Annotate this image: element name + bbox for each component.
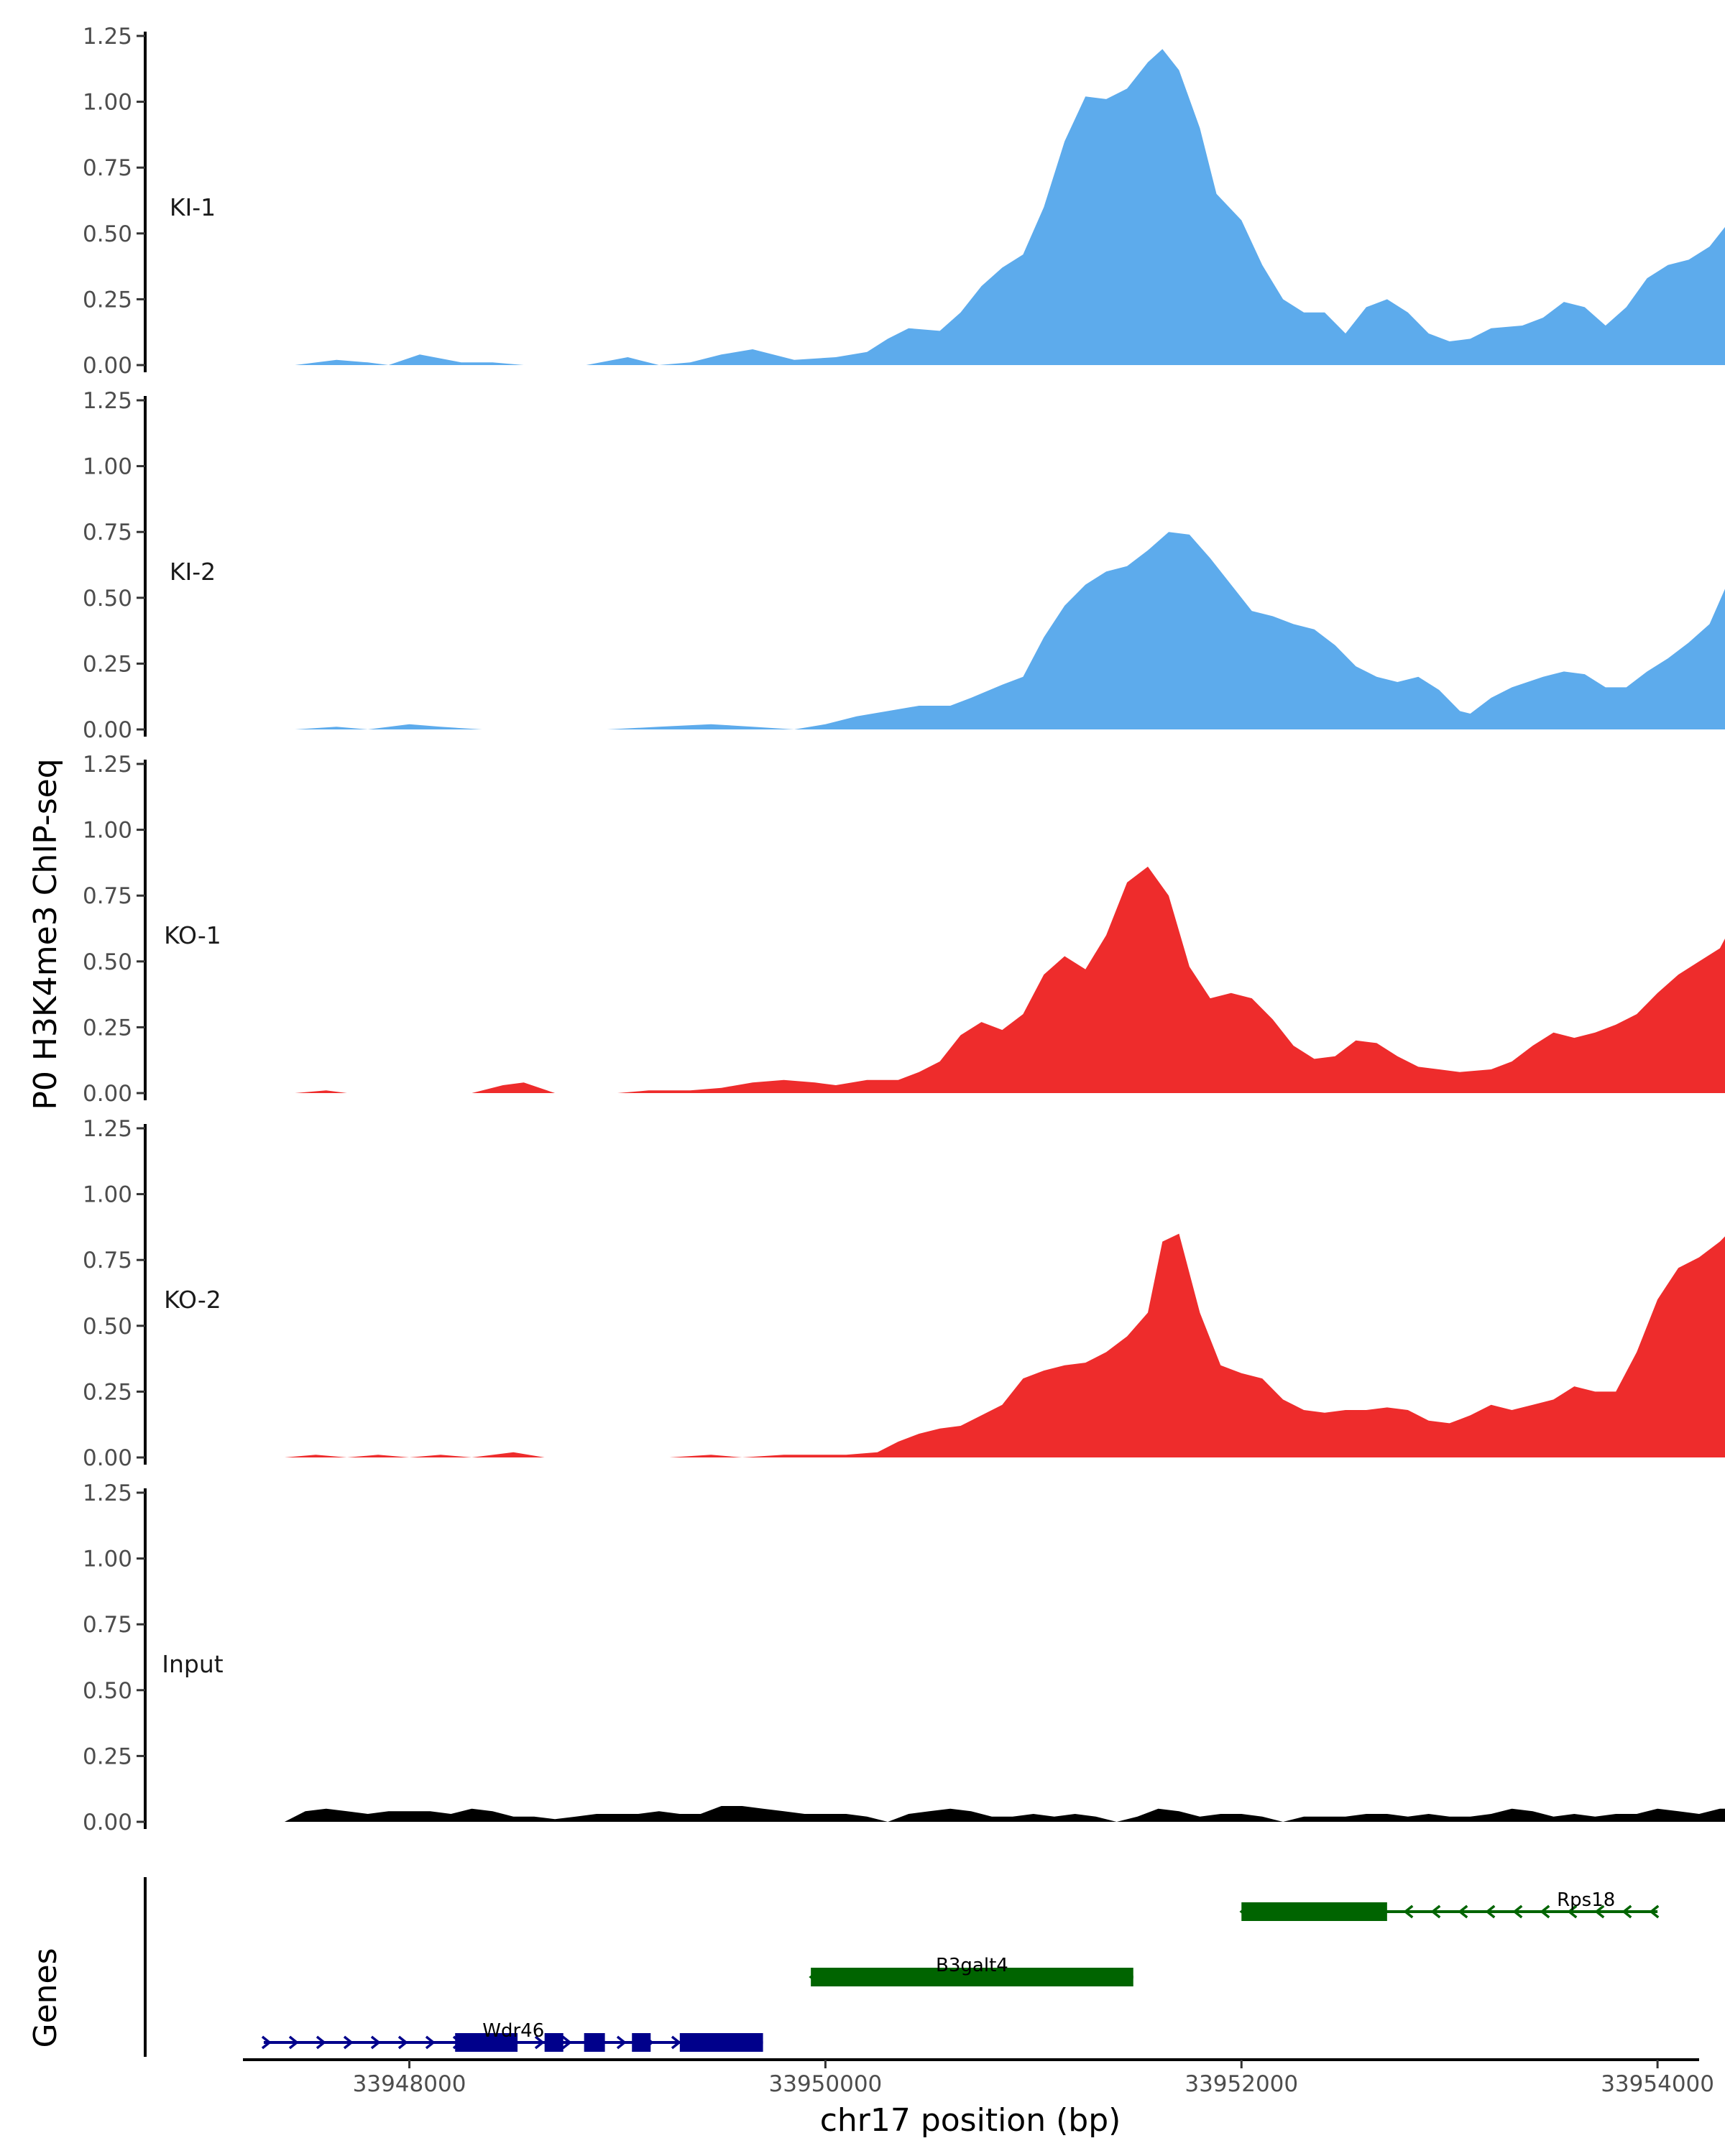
strand-arrow	[1622, 1904, 1632, 1919]
y-tick-label: 0.50	[83, 1314, 132, 1340]
gene-track: Rps18 B3galt4 Wdr46	[144, 1877, 1660, 2057]
exon-block	[811, 1968, 1133, 1986]
y-tick-label: 1.00	[83, 818, 132, 844]
strand-arrow	[343, 2035, 354, 2050]
y-tick-label: 0.00	[83, 1081, 132, 1107]
y-tick-label: 0.50	[83, 949, 132, 975]
strand-arrow	[261, 2035, 272, 2050]
y-tick-label: 0.25	[83, 1379, 132, 1405]
coverage-tracks: 0.00 0.25 0.50 0.75 1.00 1.25 KI-1 0.00 0.25 0.50…	[83, 24, 1725, 1835]
strand-arrow	[1567, 1904, 1578, 1919]
y-tick-label: 1.25	[83, 1480, 132, 1506]
y-tick-label: 0.75	[83, 155, 132, 181]
strand-arrow	[1430, 1904, 1441, 1919]
gene-label: Wdr46	[482, 2020, 544, 2042]
strand-arrow	[425, 2035, 436, 2050]
track-label: KO-1	[164, 921, 221, 949]
strand-arrow	[1512, 1904, 1523, 1919]
strand-arrow	[316, 2035, 326, 2050]
strand-arrow	[534, 2035, 545, 2050]
y-tick-label: 0.25	[83, 287, 132, 313]
exon-block	[632, 2033, 651, 2052]
track-ki-2: 0.00 0.25 0.50 0.75 1.00 1.25 KI-2	[83, 388, 1725, 743]
strand-arrow	[561, 2035, 572, 2050]
strand-arrow	[616, 2035, 627, 2050]
coverage-area	[284, 1233, 1725, 1457]
y-tick-label: 0.25	[83, 1743, 132, 1769]
strand-arrow	[1540, 1904, 1550, 1919]
track-label: Input	[162, 1650, 224, 1678]
x-axis: 33948000 33950000 33952000 33954000	[243, 2058, 1714, 2097]
gene-label: Rps18	[1557, 1889, 1615, 1911]
track-label: KI-1	[170, 193, 216, 221]
gene-label: B3galt4	[936, 1955, 1008, 1976]
y-tick-label: 0.50	[83, 1678, 132, 1704]
coverage-area	[295, 866, 1725, 1093]
strand-arrow	[1485, 1904, 1496, 1919]
y-tick-label: 0.25	[83, 651, 132, 677]
strand-arrow	[1403, 1904, 1414, 1919]
y-tick-label: 0.00	[83, 1445, 132, 1471]
strand-arrow	[1649, 1904, 1660, 1919]
strand-arrow	[1594, 1904, 1605, 1919]
track-label: KI-2	[170, 558, 216, 586]
track-ko-2: 0.00 0.25 0.50 0.75 1.00 1.25 KO-2	[83, 1116, 1725, 1471]
y-tick-label: 0.75	[83, 520, 132, 545]
gene-b3galt4: B3galt4	[809, 1955, 1133, 1986]
y-tick-label: 0.00	[83, 353, 132, 379]
y-tick-label: 0.75	[83, 1612, 132, 1638]
y-tick-label: 1.00	[83, 90, 132, 116]
x-tick-label: 33954000	[1601, 2071, 1714, 2097]
y-tick-label: 1.00	[83, 1182, 132, 1208]
y-tick-label: 0.25	[83, 1015, 132, 1041]
exon-block	[544, 2033, 564, 2052]
y-tick-label: 0.00	[83, 717, 132, 743]
y-tick-label: 1.25	[83, 1116, 132, 1142]
track-ki-1: 0.00 0.25 0.50 0.75 1.00 1.25 KI-1	[83, 24, 1725, 379]
exon-block	[1241, 1902, 1387, 1921]
track-input: 0.00 0.25 0.50 0.75 1.00 1.25 Input	[83, 1480, 1725, 1835]
exon-block	[584, 2033, 605, 2052]
x-tick-label: 33948000	[353, 2071, 466, 2097]
strand-arrow	[671, 2035, 681, 2050]
x-tick-label: 33952000	[1184, 2071, 1298, 2097]
coverage-area	[284, 1806, 1725, 1822]
strand-arrow	[370, 2035, 381, 2050]
genes-axis-title: Genes	[27, 1948, 64, 2047]
x-axis-title: chr17 position (bp)	[820, 2102, 1121, 2139]
strand-arrow	[1458, 1904, 1468, 1919]
track-ko-1: 0.00 0.25 0.50 0.75 1.00 1.25 KO-1	[83, 752, 1725, 1107]
x-tick-label: 33950000	[769, 2071, 883, 2097]
y-tick-label: 1.25	[83, 24, 132, 50]
y-tick-label: 1.25	[83, 752, 132, 778]
y-tick-label: 0.50	[83, 221, 132, 247]
y-tick-label: 0.75	[83, 1248, 132, 1273]
track-label: KO-2	[164, 1286, 221, 1314]
gene-rps18: Rps18	[1239, 1889, 1660, 1921]
y-tick-label: 0.75	[83, 883, 132, 909]
y-tick-label: 0.50	[83, 586, 132, 612]
y-tick-label: 1.25	[83, 388, 132, 414]
exon-block	[679, 2033, 763, 2052]
gene-wdr46: Wdr46	[261, 2020, 763, 2052]
coverage-area	[295, 532, 1725, 729]
y-tick-label: 1.00	[83, 454, 132, 480]
y-tick-label: 1.00	[83, 1547, 132, 1572]
exon-block	[455, 2033, 518, 2052]
y-tick-label: 0.00	[83, 1810, 132, 1835]
coverage-area	[295, 49, 1725, 365]
y-axis-title: P0 H3K4me3 ChIP-seq	[27, 758, 64, 1110]
strand-arrow	[288, 2035, 299, 2050]
strand-arrow	[397, 2035, 408, 2050]
